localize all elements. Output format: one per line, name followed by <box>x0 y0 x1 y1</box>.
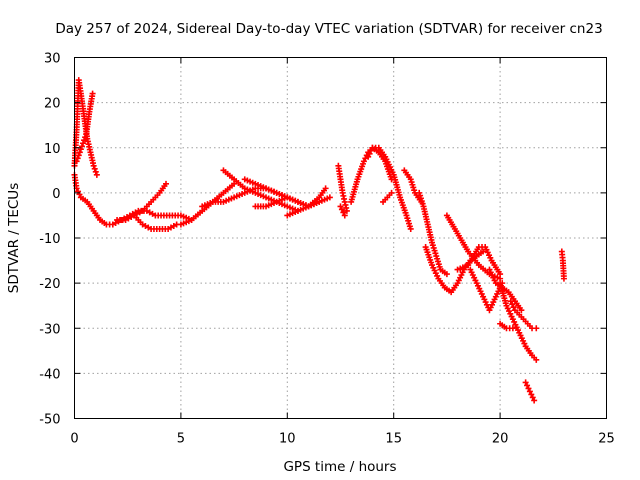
y-tick-label: 0 <box>52 187 60 202</box>
satellite-track-4 <box>114 180 170 223</box>
y-tick-label: 20 <box>44 97 61 112</box>
x-tick-label: 15 <box>385 432 402 447</box>
chart-title: Day 257 of 2024, Sidereal Day-to-day VTE… <box>55 21 602 37</box>
x-tick-label: 20 <box>492 432 509 447</box>
y-tick-label: 10 <box>44 142 61 157</box>
satellite-track-27 <box>522 379 538 404</box>
y-axis-label: SDTVAR / TECUs <box>6 183 22 293</box>
satellite-track-13 <box>337 203 348 219</box>
satellite-track-16 <box>380 189 395 205</box>
x-tick-label: 0 <box>70 432 78 447</box>
satellite-track-11 <box>284 185 329 219</box>
satellite-track-1 <box>71 171 195 228</box>
x-tick-label: 25 <box>598 432 615 447</box>
y-tick-label: -50 <box>39 413 60 428</box>
satellite-track-5 <box>131 212 180 232</box>
plot-area <box>71 77 567 404</box>
satellite-track-25 <box>507 298 540 332</box>
axis-ticks: 0 5 10 15 20 25 30 20 10 0 -10 -20 -30 -40 -50 <box>39 52 615 447</box>
y-tick-label: -30 <box>39 322 60 337</box>
satellite-track-12 <box>335 162 350 214</box>
x-axis-label: GPS time / hours <box>283 459 396 475</box>
satellite-track-18 <box>416 189 450 278</box>
satellite-track-20 <box>443 212 504 282</box>
satellite-track-21 <box>454 244 504 278</box>
x-tick-label: 5 <box>177 432 185 447</box>
satellite-track-3 <box>73 90 96 165</box>
grid <box>74 57 607 419</box>
satellite-track-17 <box>401 167 425 205</box>
satellite-track-26 <box>497 320 516 332</box>
y-tick-label: -40 <box>39 367 60 382</box>
satellite-track-15 <box>365 144 414 232</box>
satellite-track-24 <box>497 280 540 363</box>
y-tick-label: -20 <box>39 277 60 292</box>
satellite-track-28 <box>558 248 567 282</box>
satellite-track-8 <box>220 167 301 214</box>
y-tick-label: -10 <box>39 232 60 247</box>
x-tick-label: 10 <box>279 432 296 447</box>
y-tick-label: 30 <box>44 52 61 67</box>
